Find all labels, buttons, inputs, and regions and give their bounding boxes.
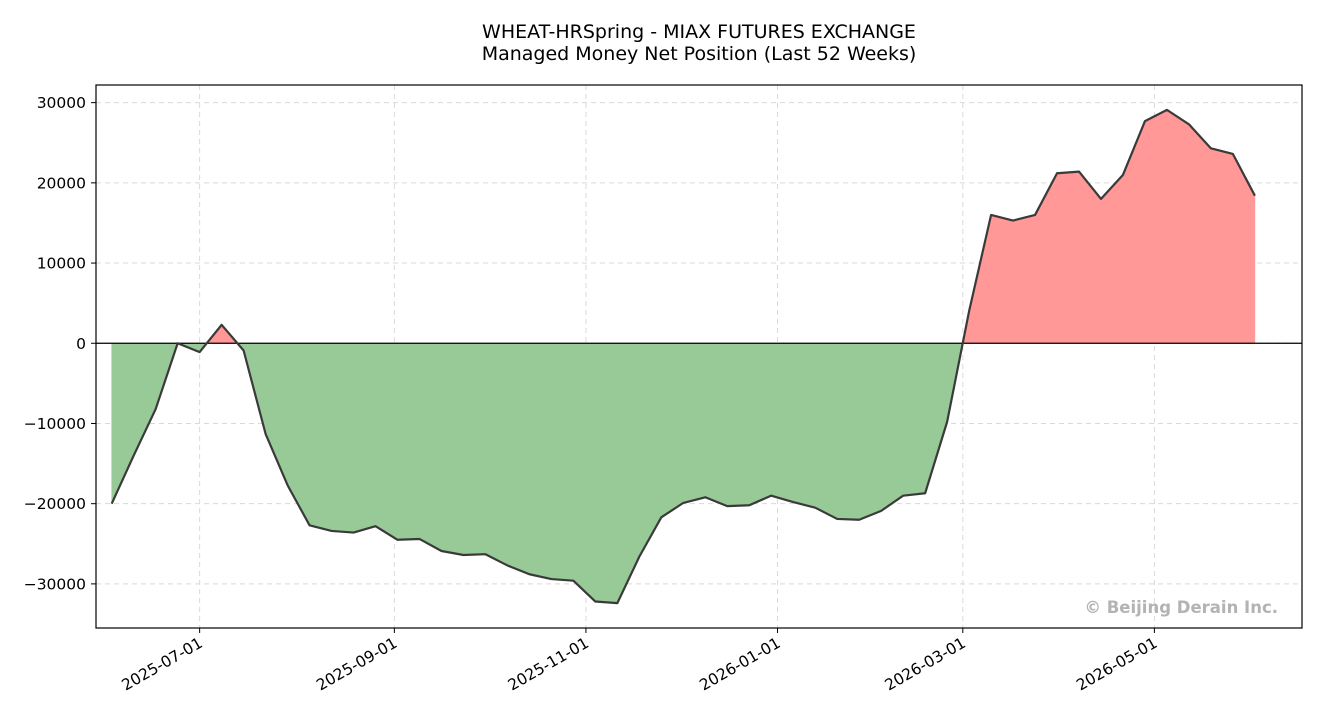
positive-area-segment — [1078, 170, 1102, 344]
y-tick-label: −20000 — [24, 495, 86, 513]
negative-area-segment — [880, 342, 904, 512]
y-tick-label: 30000 — [37, 94, 86, 112]
plot-frame — [95, 84, 1303, 629]
positive-area-segment — [1166, 109, 1190, 344]
negative-area-segment — [924, 342, 948, 494]
y-tick-label: −10000 — [24, 415, 86, 433]
x-axis: 2025-07-01 2025-09-01 2025-11-01 2026-01-01… — [119, 628, 1160, 695]
positive-area-segment — [1122, 120, 1146, 344]
negative-area-segment — [507, 342, 530, 575]
x-tick-label: 2026-03-01 — [882, 634, 969, 695]
y-tick-label: 0 — [76, 335, 86, 353]
negative-area-segment — [287, 342, 310, 526]
positive-area-segment — [1012, 214, 1036, 344]
negative-area-segment — [792, 342, 816, 509]
negative-area-segment — [682, 342, 706, 504]
negative-area-segment — [397, 342, 420, 541]
chart-title: WHEAT-HRSpring - MIAX FUTURES EXCHANGE — [482, 21, 916, 43]
negative-area-segment — [704, 342, 728, 507]
negative-area-segment — [353, 342, 376, 533]
negative-area-segment — [331, 342, 354, 533]
positive-area-segment — [1034, 173, 1058, 344]
x-tick-label: 2026-01-01 — [696, 634, 783, 695]
y-axis: −30000 −20000 −10000 0 10000 20000 30000 — [24, 94, 96, 593]
negative-area-segment — [902, 342, 926, 496]
x-tick-label: 2026-05-01 — [1073, 634, 1160, 695]
negative-area-segment — [595, 342, 618, 604]
negative-area-segment — [573, 342, 596, 603]
x-tick-label: 2025-09-01 — [313, 634, 400, 695]
positive-area-segment — [1210, 147, 1234, 344]
negative-area-segment — [463, 342, 486, 556]
negative-area-segment — [441, 342, 464, 556]
negative-area-segment — [858, 342, 882, 521]
negative-area-segment — [529, 342, 552, 580]
negative-area-segment — [485, 342, 508, 566]
positive-area-segment — [1100, 174, 1124, 344]
watermark: © Beijing Derain Inc. — [1084, 598, 1278, 617]
negative-area-segment — [375, 342, 398, 541]
negative-area-segment — [133, 342, 156, 456]
y-tick-label: 20000 — [37, 174, 86, 192]
net-position-line — [110, 108, 1256, 605]
y-tick-label: 10000 — [37, 255, 86, 273]
chart-subtitle: Managed Money Net Position (Last 52 Week… — [482, 43, 917, 65]
negative-area-segment — [309, 342, 332, 532]
positive-area-segment — [1188, 123, 1212, 344]
negative-area-segment — [836, 342, 860, 521]
negative-area-segment — [726, 342, 750, 507]
negative-area-segment — [551, 342, 574, 582]
x-tick-label: 2025-07-01 — [119, 634, 206, 695]
area-fills — [111, 109, 1256, 604]
x-tick-label: 2025-11-01 — [505, 634, 592, 695]
negative-area-segment — [265, 342, 288, 486]
negative-area-segment — [419, 342, 442, 552]
positive-area-segment — [1144, 109, 1168, 344]
negative-area-segment — [814, 342, 838, 520]
y-tick-label: −30000 — [24, 575, 86, 593]
positive-area-segment — [1056, 171, 1080, 344]
negative-area-segment — [661, 342, 684, 518]
positive-area-segment — [990, 214, 1014, 344]
negative-area-segment — [748, 342, 772, 506]
negative-area-segment — [770, 342, 794, 503]
